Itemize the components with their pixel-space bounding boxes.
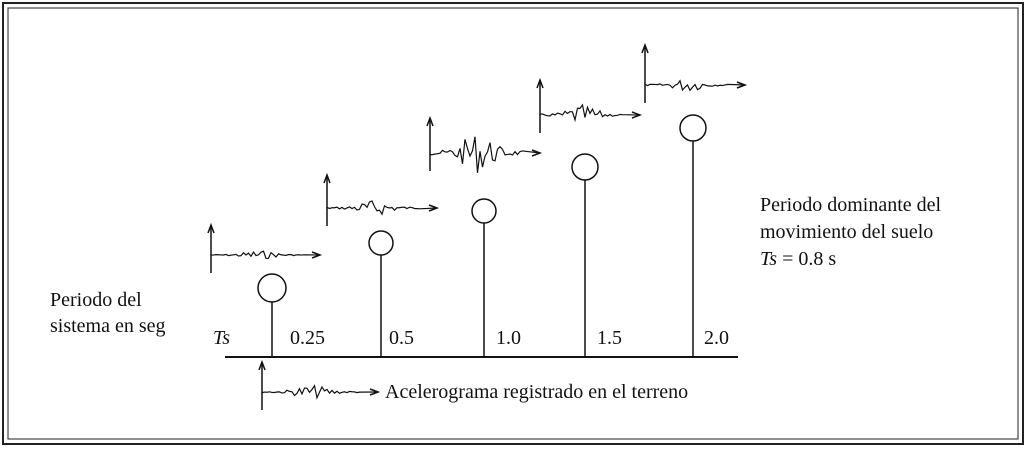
pendulum-mass [471,198,497,224]
legend-text: Acelerograma registrado en el terreno [385,381,688,403]
arrow-head [641,42,649,54]
dominant-label: Periodo dominante del [760,194,942,216]
pendulum-mass [571,153,599,181]
axis-label: 0.25 [290,327,325,349]
pendulum-mass [679,114,707,142]
arrow-head [428,204,440,212]
arrow-head [369,388,381,396]
arrow-head [426,115,434,127]
accelerogram [326,200,438,216]
system-label: sistema en seg [50,315,166,337]
accelerogram [261,384,379,400]
pendulum-mass [368,230,394,256]
inner-frame [7,7,1019,440]
axis-label: 0.5 [389,327,414,349]
dominant-text: = 0.8 s [782,248,836,270]
axis-label: 2.0 [704,327,729,349]
arrow-head [736,81,748,89]
accelerogram [539,103,641,123]
dominant-label: movimiento del suelo [760,221,933,243]
axis-label: 1.0 [496,327,521,349]
arrow-head [631,111,643,119]
accelerogram [429,136,541,173]
accelerogram [644,79,746,92]
arrow-head [258,359,266,371]
arrow-head [536,77,544,89]
arrow-head [323,172,331,184]
arrow-head [207,222,215,234]
dominant-symbol: Ts [760,248,777,270]
pendulum-mass [257,273,287,303]
accelerogram [210,250,321,260]
dominant-value: Ts = 0.8 s [760,248,836,270]
system-label: Periodo del [50,289,142,311]
arrow-head [311,251,323,259]
outer-frame [2,2,1024,445]
axis-label: Ts [213,327,230,349]
axis-label: 1.5 [597,327,622,349]
arrow-head [531,149,543,157]
